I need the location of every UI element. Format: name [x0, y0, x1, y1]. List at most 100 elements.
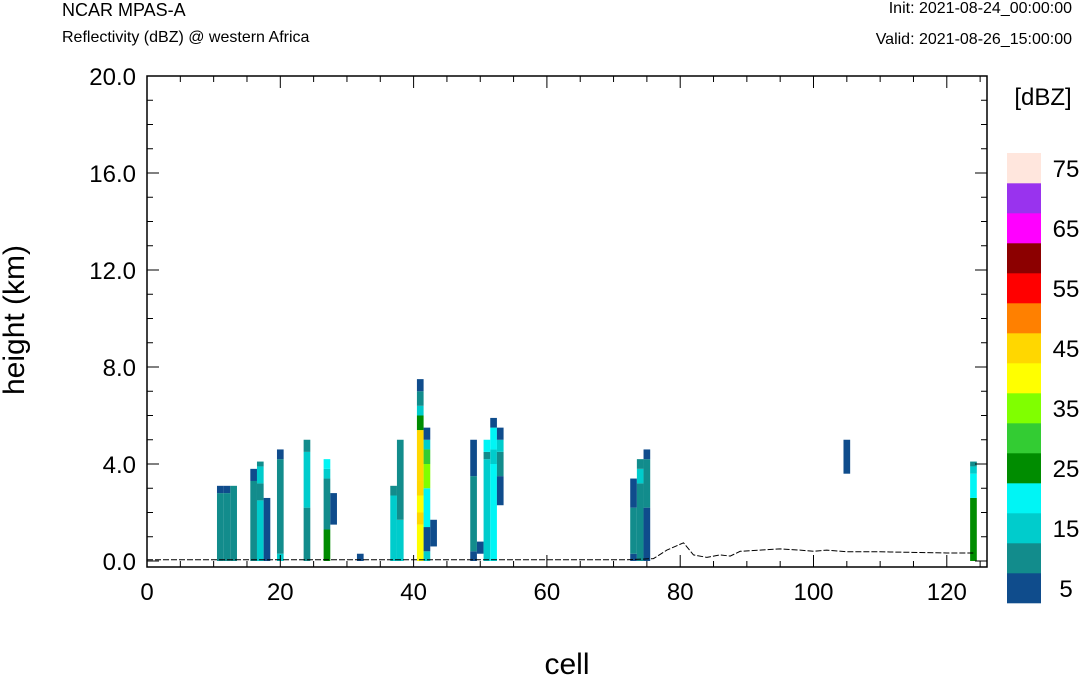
colorbar-box — [1007, 183, 1041, 214]
reflectivity-cell — [643, 449, 651, 460]
colorbar-box — [1007, 153, 1041, 184]
reflectivity-cell — [423, 449, 431, 464]
reflectivity-cell — [416, 495, 424, 513]
reflectivity-cell — [356, 553, 364, 561]
reflectivity-cell — [416, 430, 424, 481]
colorbar-label: 65 — [1053, 216, 1079, 243]
reflectivity-cells — [216, 379, 977, 562]
colorbar-label: 55 — [1053, 276, 1079, 303]
reflectivity-cell — [390, 485, 397, 496]
reflectivity-cell — [423, 527, 431, 552]
colorbar-label: 15 — [1053, 516, 1079, 543]
reflectivity-cell — [416, 512, 424, 525]
x-tick-label: 60 — [534, 579, 561, 606]
reflectivity-cell — [970, 461, 977, 467]
colorbar-label: 5 — [1059, 576, 1072, 603]
reflectivity-cell — [490, 417, 497, 428]
reflectivity-cell — [396, 519, 404, 561]
reflectivity-cell — [416, 480, 424, 496]
reflectivity-cell — [423, 464, 431, 489]
reflectivity-cell — [323, 529, 331, 561]
x-tick-label: 0 — [140, 579, 153, 606]
x-axis-label: cell — [544, 648, 589, 677]
valid-time: Valid: 2021-08-26_15:00:00 — [875, 31, 1072, 48]
reflectivity-cell — [423, 488, 431, 528]
reflectivity-cell — [303, 451, 311, 508]
reflectivity-cell — [396, 439, 404, 520]
y-axis-label: height (km) — [0, 245, 31, 395]
reflectivity-cell — [970, 466, 977, 474]
reflectivity-cell — [476, 541, 484, 554]
reflectivity-cell — [490, 427, 497, 450]
reflectivity-cell — [416, 405, 424, 416]
reflectivity-cell — [470, 439, 477, 477]
reflectivity-cell — [496, 476, 504, 506]
colorbar-labels: 5 15 25 35 45 55 65 75 — [1053, 156, 1079, 603]
reflectivity-cell — [483, 451, 491, 460]
x-tick-labels: 0 20 40 60 80 100 120 — [140, 579, 967, 606]
colorbar-box — [1007, 393, 1041, 424]
colorbar-box — [1007, 243, 1041, 274]
x-tick-label: 120 — [927, 579, 967, 606]
colorbar-box — [1007, 543, 1041, 574]
x-tick-label: 20 — [267, 579, 294, 606]
colorbar-title: [dBZ] — [1014, 84, 1071, 111]
colorbar-box — [1007, 303, 1041, 334]
reflectivity-cell — [223, 493, 231, 561]
reflectivity-cell — [250, 468, 257, 481]
reflectivity-cell — [230, 485, 237, 561]
reflectivity-cell — [643, 507, 651, 561]
reflectivity-cell — [323, 468, 331, 479]
plot-frame — [146, 75, 988, 568]
reflectivity-cell — [423, 427, 431, 440]
colorbar-box — [1007, 483, 1041, 514]
reflectivity-cell — [303, 507, 311, 561]
colorbar-box — [1007, 273, 1041, 304]
reflectivity-cell — [630, 507, 637, 554]
x-tick-label: 100 — [793, 579, 833, 606]
colorbar-box — [1007, 423, 1041, 454]
y-tick-label: 20.0 — [89, 64, 136, 91]
reflectivity-cell — [256, 466, 264, 484]
reflectivity-cell — [496, 427, 504, 440]
reflectivity-cell — [416, 391, 424, 406]
reflectivity-cell — [970, 473, 977, 498]
colorbar-label: 45 — [1053, 336, 1079, 363]
colorbar-box — [1007, 213, 1041, 244]
reflectivity-cell — [636, 468, 644, 484]
reflectivity-cell — [483, 459, 491, 561]
y-tick-label: 16.0 — [89, 161, 136, 188]
reflectivity-cell — [630, 478, 637, 508]
reflectivity-cell — [636, 483, 644, 561]
reflectivity-cell — [256, 500, 264, 562]
reflectivity-cell — [276, 459, 284, 554]
colorbar-box — [1007, 573, 1041, 604]
reflectivity-cell — [430, 519, 437, 547]
terrain-line — [147, 542, 974, 561]
reflectivity-cell — [330, 493, 337, 525]
y-tick-label: 4.0 — [103, 452, 136, 479]
reflectivity-cell — [223, 485, 231, 494]
y-tick-label: 12.0 — [89, 258, 136, 285]
colorbar — [1007, 153, 1041, 604]
reflectivity-cell — [416, 524, 424, 562]
init-time: Init: 2021-08-24_00:00:00 — [888, 0, 1072, 17]
reflectivity-cell — [630, 553, 637, 561]
colorbar-label: 35 — [1053, 396, 1079, 423]
y-tick-labels: 0.0 4.0 8.0 12.0 16.0 20.0 — [89, 64, 136, 576]
colorbar-box — [1007, 453, 1041, 484]
colorbar-label: 25 — [1053, 456, 1079, 483]
reflectivity-cell — [323, 459, 331, 469]
reflectivity-cell — [416, 415, 424, 431]
reflectivity-cell — [323, 478, 331, 530]
reflectivity-cell — [216, 493, 224, 561]
axis-ticks — [146, 75, 987, 567]
y-tick-label: 8.0 — [103, 355, 136, 382]
reflectivity-cell — [470, 476, 477, 552]
model-name: NCAR MPAS-A — [62, 0, 186, 20]
y-tick-label: 0.0 — [103, 549, 136, 576]
reflectivity-cell — [470, 551, 477, 561]
reflectivity-cell — [490, 464, 497, 561]
reflectivity-cell — [276, 449, 284, 460]
reflectivity-cell — [303, 439, 311, 452]
